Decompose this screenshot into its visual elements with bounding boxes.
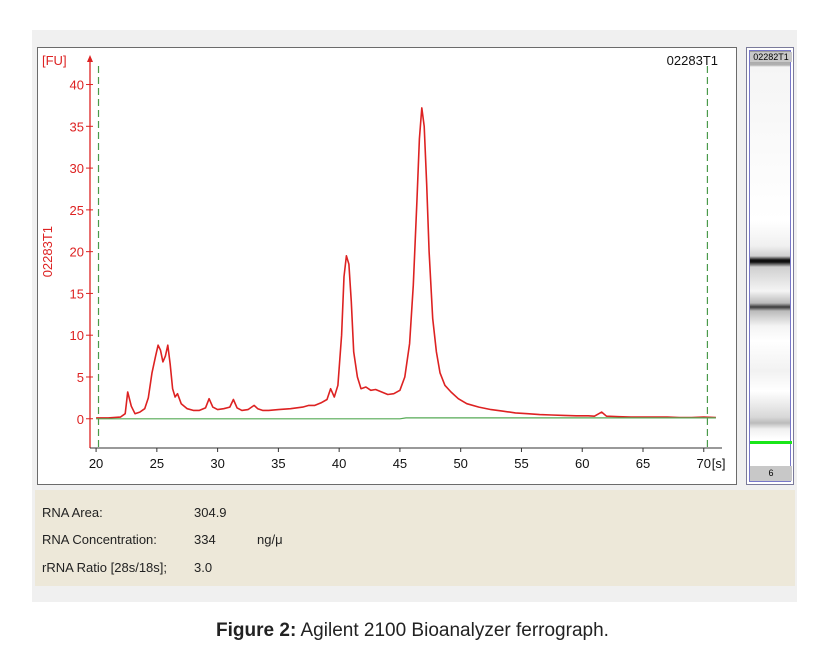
y-tick-label: 30 xyxy=(70,161,84,176)
y-tick-label: 25 xyxy=(70,203,84,218)
rna-concentration-unit: ng/μ xyxy=(257,532,283,547)
rrna-ratio-label: rRNA Ratio [28s/18s]; xyxy=(42,560,167,575)
y-tick-label: 0 xyxy=(77,412,84,427)
y-tick-label: 5 xyxy=(77,370,84,385)
chart-svg: 0 5 10 15 20 25 30 35 40 20 25 30 35 40 45 50 55 60 65 70 [s… xyxy=(40,53,726,471)
y-tick-label: 20 xyxy=(70,245,84,260)
y-tick-label: 10 xyxy=(70,328,84,343)
y-axis-title: 02283T1 xyxy=(40,226,55,277)
x-tick-label: 30 xyxy=(210,456,224,471)
x-tick-label: 35 xyxy=(271,456,285,471)
rna-area-label: RNA Area: xyxy=(42,505,103,520)
gel-lane-image: 02282T1 6 xyxy=(749,50,792,482)
x-tick-label: 25 xyxy=(150,456,164,471)
caption-text: Agilent 2100 Bioanalyzer ferrograph. xyxy=(296,620,609,641)
gel-lane: 02282T1 6 xyxy=(746,47,794,485)
x-tick-label: 65 xyxy=(636,456,650,471)
y-axis-arrow xyxy=(87,55,93,62)
rrna-ratio-value: 3.0 xyxy=(194,560,213,575)
y-tick-label: 40 xyxy=(70,78,84,93)
x-tick-label: 70 xyxy=(697,456,711,471)
x-tick-label: 50 xyxy=(453,456,467,471)
baseline-trace xyxy=(96,417,716,420)
y-tick-label: 35 xyxy=(70,119,84,134)
x-tick-label: 45 xyxy=(393,456,407,471)
rna-info-panel: RNA Area: 304.9 RNA Concentration: 334 n… xyxy=(35,490,795,586)
x-tick-label: 60 xyxy=(575,456,589,471)
x-tick-label: 55 xyxy=(514,456,528,471)
y-unit-label: [FU] xyxy=(42,53,67,68)
sample-label: 02283T1 xyxy=(667,53,718,68)
electropherogram-plot: 0 5 10 15 20 25 30 35 40 20 25 30 35 40 45 50 55 60 65 70 [s… xyxy=(37,47,737,485)
x-tick-label: 20 xyxy=(89,456,103,471)
gel-lane-title: 02282T1 xyxy=(750,52,792,62)
rna-concentration-value: 334 xyxy=(194,532,216,547)
y-tick-label: 15 xyxy=(70,286,84,301)
x-unit-label: [s] xyxy=(712,456,726,471)
gel-lane-footer: 6 xyxy=(750,466,792,481)
gel-marker-band xyxy=(750,441,792,444)
rna-area-value: 304.9 xyxy=(194,505,227,520)
figure-caption: Figure 2: Agilent 2100 Bioanalyzer ferro… xyxy=(0,620,825,642)
caption-bold: Figure 2: xyxy=(216,620,297,641)
fluorescence-trace xyxy=(96,107,716,419)
rna-concentration-label: RNA Concentration: xyxy=(42,532,157,547)
x-tick-label: 40 xyxy=(332,456,346,471)
